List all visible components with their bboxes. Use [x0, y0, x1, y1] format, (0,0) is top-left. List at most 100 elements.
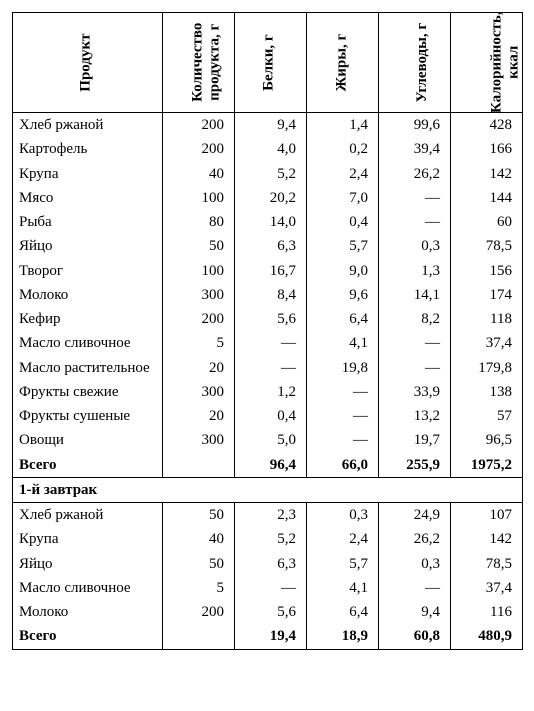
cell-product: Молоко: [13, 600, 163, 624]
cell-carbs: 60,8: [379, 624, 451, 649]
cell-protein: 19,4: [235, 624, 307, 649]
table-row: Крупа405,22,426,2142: [13, 162, 523, 186]
cell-protein: 5,2: [235, 527, 307, 551]
cell-fat: 2,4: [307, 162, 379, 186]
col-qty: Количествопродукта, г: [163, 13, 235, 113]
table-row: Кефир2005,66,48,2118: [13, 307, 523, 331]
table-row: Яйцо506,35,70,378,5: [13, 552, 523, 576]
table-row: Молоко2005,66,49,4116: [13, 600, 523, 624]
cell-carbs: 8,2: [379, 307, 451, 331]
cell-kcal: 142: [451, 162, 523, 186]
cell-carbs: 99,6: [379, 113, 451, 138]
cell-qty: 100: [163, 186, 235, 210]
col-fat: Жиры, г: [307, 13, 379, 113]
cell-fat: 0,3: [307, 503, 379, 528]
cell-qty: 300: [163, 283, 235, 307]
cell-product: Яйцо: [13, 552, 163, 576]
cell-protein: 96,4: [235, 453, 307, 478]
cell-qty: 80: [163, 210, 235, 234]
cell-fat: 9,0: [307, 259, 379, 283]
cell-fat: —: [307, 380, 379, 404]
cell-qty: 300: [163, 428, 235, 452]
cell-product: Крупа: [13, 162, 163, 186]
col-carbs-label: Углеводы, г: [414, 23, 431, 103]
cell-kcal: 156: [451, 259, 523, 283]
cell-qty: 5: [163, 576, 235, 600]
cell-fat: 6,4: [307, 307, 379, 331]
cell-product: Масло сливочное: [13, 576, 163, 600]
cell-kcal: 166: [451, 137, 523, 161]
cell-protein: 16,7: [235, 259, 307, 283]
cell-carbs: 19,7: [379, 428, 451, 452]
cell-protein: 1,2: [235, 380, 307, 404]
table-row: Картофель2004,00,239,4166: [13, 137, 523, 161]
cell-protein: 5,6: [235, 307, 307, 331]
cell-protein: —: [235, 576, 307, 600]
table-row: Овощи3005,0—19,796,5: [13, 428, 523, 452]
cell-fat: 18,9: [307, 624, 379, 649]
cell-fat: 2,4: [307, 527, 379, 551]
cell-product: Масло растительное: [13, 356, 163, 380]
cell-carbs: 24,9: [379, 503, 451, 528]
cell-product: Хлеб ржаной: [13, 113, 163, 138]
cell-protein: 5,0: [235, 428, 307, 452]
cell-carbs: 255,9: [379, 453, 451, 478]
cell-fat: —: [307, 404, 379, 428]
cell-fat: 7,0: [307, 186, 379, 210]
cell-kcal: 174: [451, 283, 523, 307]
table-row: Мясо10020,27,0—144: [13, 186, 523, 210]
cell-carbs: 39,4: [379, 137, 451, 161]
cell-carbs: 0,3: [379, 552, 451, 576]
cell-product: Рыба: [13, 210, 163, 234]
cell-qty: 200: [163, 600, 235, 624]
cell-product: Мясо: [13, 186, 163, 210]
cell-kcal: 78,5: [451, 234, 523, 258]
table-row: Рыба8014,00,4—60: [13, 210, 523, 234]
cell-fat: 1,4: [307, 113, 379, 138]
cell-carbs: 26,2: [379, 162, 451, 186]
table-row: Фрукты свежие3001,2—33,9138: [13, 380, 523, 404]
cell-kcal: 37,4: [451, 576, 523, 600]
cell-qty: [163, 624, 235, 649]
table-row: Хлеб ржаной502,30,324,9107: [13, 503, 523, 528]
cell-carbs: —: [379, 186, 451, 210]
cell-kcal: 107: [451, 503, 523, 528]
cell-kcal: 428: [451, 113, 523, 138]
cell-carbs: —: [379, 356, 451, 380]
cell-fat: 0,4: [307, 210, 379, 234]
cell-qty: 200: [163, 307, 235, 331]
col-kcal: Калорийность,ккал: [451, 13, 523, 113]
table-row: Молоко3008,49,614,1174: [13, 283, 523, 307]
cell-qty: 50: [163, 503, 235, 528]
cell-fat: 66,0: [307, 453, 379, 478]
table-body: Хлеб ржаной2009,41,499,6428Картофель2004…: [13, 113, 523, 650]
table-row: Яйцо506,35,70,378,5: [13, 234, 523, 258]
cell-product: Картофель: [13, 137, 163, 161]
cell-kcal: 1975,2: [451, 453, 523, 478]
cell-kcal: 96,5: [451, 428, 523, 452]
cell-kcal: 179,8: [451, 356, 523, 380]
cell-carbs: 9,4: [379, 600, 451, 624]
cell-carbs: —: [379, 210, 451, 234]
cell-fat: —: [307, 428, 379, 452]
table-row: Масло растительное20—19,8—179,8: [13, 356, 523, 380]
cell-kcal: 118: [451, 307, 523, 331]
cell-protein: 6,3: [235, 234, 307, 258]
cell-fat: 0,2: [307, 137, 379, 161]
cell-carbs: 26,2: [379, 527, 451, 551]
cell-product: Яйцо: [13, 234, 163, 258]
cell-fat: 9,6: [307, 283, 379, 307]
cell-qty: 40: [163, 162, 235, 186]
cell-kcal: 57: [451, 404, 523, 428]
col-qty-label: Количествопродукта, г: [189, 23, 224, 102]
cell-protein: 8,4: [235, 283, 307, 307]
cell-kcal: 144: [451, 186, 523, 210]
cell-qty: 40: [163, 527, 235, 551]
cell-product: Фрукты свежие: [13, 380, 163, 404]
table-row: Масло сливочное5—4,1—37,4: [13, 331, 523, 355]
header-row: Продукт Количествопродукта, г Белки, г Ж…: [13, 13, 523, 113]
cell-protein: 6,3: [235, 552, 307, 576]
table-row: Хлеб ржаной2009,41,499,6428: [13, 113, 523, 138]
cell-qty: 200: [163, 137, 235, 161]
col-product: Продукт: [13, 13, 163, 113]
